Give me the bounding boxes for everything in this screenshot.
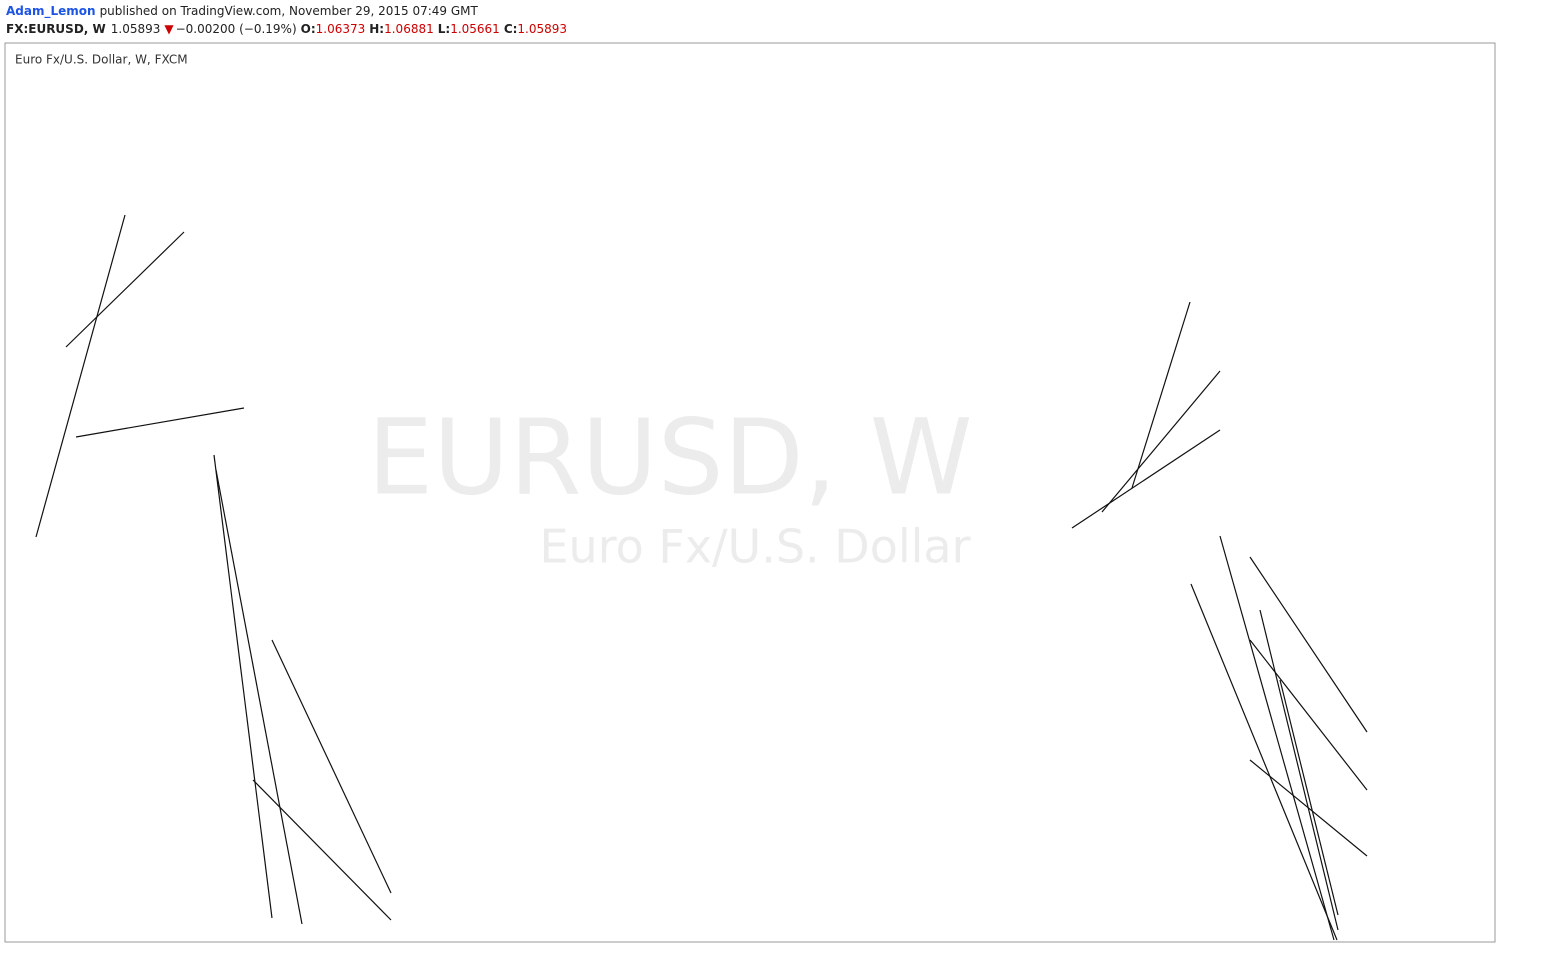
- trend-line: [75, 407, 245, 438]
- change: −0.00200 (−0.19%): [176, 22, 297, 36]
- trend-line: [215, 469, 303, 925]
- trend-line: [1249, 556, 1368, 733]
- watermark-symbol: EURUSD, W: [367, 396, 972, 518]
- field-label: O:: [301, 22, 316, 36]
- field-label: L:: [438, 22, 450, 36]
- trend-line: [1190, 583, 1338, 941]
- field-label: H:: [369, 22, 384, 36]
- trend-line: [1071, 429, 1221, 529]
- trend-line: [35, 214, 126, 538]
- trend-line: [1101, 370, 1221, 513]
- trend-line: [1219, 535, 1335, 941]
- chart-title: Euro Fx/U.S. Dollar, W, FXCM: [15, 53, 188, 67]
- author-link[interactable]: Adam_Lemon: [6, 4, 96, 19]
- axes: [0, 42, 1561, 971]
- field-value: 1.05661: [450, 22, 500, 36]
- plot-frame: [4, 42, 1496, 943]
- price-axis-bg: [1495, 43, 1561, 971]
- field-value: 1.06881: [384, 22, 434, 36]
- watermark-name: Euro Fx/U.S. Dollar: [539, 520, 970, 574]
- trend-line: [1249, 639, 1368, 791]
- field-value: 1.05893: [517, 22, 567, 36]
- trend-line: [271, 639, 392, 894]
- watermark: EURUSD, W Euro Fx/U.S. Dollar: [367, 396, 972, 573]
- field-label: C:: [504, 22, 518, 36]
- time-axis-bg: [0, 942, 1561, 971]
- last: 1.05893: [111, 22, 161, 36]
- publish-line: Adam_Lemon published on TradingView.com, …: [6, 4, 479, 19]
- trend-line: [65, 231, 185, 348]
- symbol: FX:EURUSD, W: [6, 22, 106, 36]
- trend-line: [1279, 679, 1339, 916]
- quote-line: FX:EURUSD, W 1.05893 ▼ −0.00200 (−0.19%) O:1…: [6, 22, 567, 36]
- arrow: ▼: [164, 22, 174, 36]
- trend-line: [1131, 301, 1191, 489]
- trend-line: [213, 454, 273, 919]
- trend-line: [252, 779, 392, 921]
- trend-lines: [35, 214, 1368, 941]
- field-value: 1.06373: [316, 22, 366, 36]
- trend-line: [1259, 609, 1339, 931]
- published: published on TradingView.com, November 2…: [100, 4, 479, 18]
